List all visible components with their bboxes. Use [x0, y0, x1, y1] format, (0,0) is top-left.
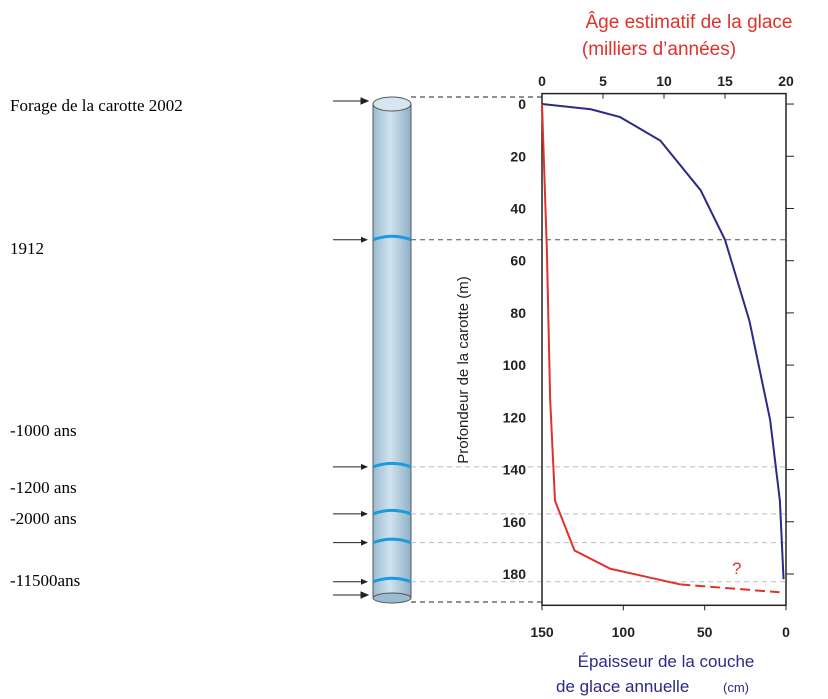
plot-frame [541, 92, 787, 607]
series-line [541, 103, 785, 580]
core-band [372, 234, 412, 242]
x-tick-label: 150 [530, 624, 554, 640]
y-tick-label: 140 [503, 462, 527, 478]
core-label: -2000 ans [10, 509, 77, 528]
x2-tick-label: 5 [599, 73, 607, 89]
core-band [372, 576, 412, 584]
marker-arrow-head [361, 578, 368, 585]
core-band [372, 508, 412, 516]
series-line [680, 583, 780, 594]
y-tick-label: 0 [518, 96, 526, 112]
y-tick-label: 180 [503, 566, 527, 582]
y-tick-label: 160 [503, 514, 527, 530]
core-label: 1912 [10, 239, 44, 258]
x2-tick-label: 0 [538, 73, 546, 89]
y-tick-label: 20 [510, 148, 526, 164]
x-label: Épaisseur de la couche [578, 652, 755, 671]
y-tick-label: 60 [510, 253, 526, 269]
x2-tick-label: 20 [778, 73, 794, 89]
x-tick-label: 100 [612, 624, 636, 640]
ice-core [333, 96, 542, 604]
y-tick-label: 40 [510, 200, 526, 216]
y-label: Profondeur de la carotte (m) [455, 276, 472, 464]
core-band [372, 461, 412, 469]
x-tick-label: 50 [697, 624, 713, 640]
core-label: -11500ans [10, 571, 80, 590]
marker-arrow-head [361, 236, 368, 243]
y-tick-label: 80 [510, 305, 526, 321]
marker-arrow-head [361, 510, 368, 517]
annotation: ? [732, 559, 741, 578]
x2-label: (milliers d’années) [582, 39, 736, 60]
core-label: -1000 ans [10, 421, 77, 440]
x-tick-label: 0 [782, 624, 790, 640]
x2-tick-label: 15 [717, 73, 733, 89]
x-label: de glace annuelle [556, 677, 689, 696]
x2-label: Âge estimatif de la glace [585, 11, 792, 33]
core-band [372, 537, 412, 545]
core-label: -1200 ans [10, 478, 77, 497]
x-label: (cm) [723, 680, 749, 695]
marker-arrow-head [361, 539, 368, 546]
series-line [541, 104, 681, 586]
core-label: Forage de la carotte 2002 [10, 96, 183, 115]
y-tick-label: 100 [503, 357, 527, 373]
y-tick-label: 120 [503, 409, 527, 425]
marker-arrow-head [361, 463, 368, 470]
x2-tick-label: 10 [656, 73, 672, 89]
